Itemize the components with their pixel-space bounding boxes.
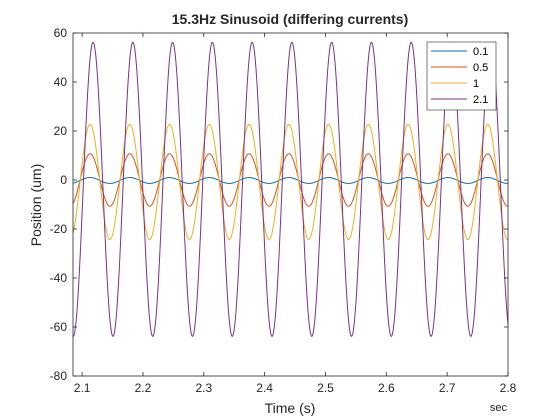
y-tick-label: 60 — [54, 26, 68, 40]
chart-title: 15.3Hz Sinusoid (differing currents) — [172, 11, 408, 27]
x-tick-label: 2.2 — [135, 381, 152, 395]
y-tick-label: -40 — [50, 271, 68, 285]
y-tick-label: 20 — [54, 124, 68, 138]
x-axis-unit-label: sec — [490, 402, 508, 414]
y-tick-label: 40 — [54, 75, 68, 89]
y-tick-label: -20 — [50, 222, 68, 236]
x-axis-label: Time (s) — [265, 400, 316, 416]
x-tick-label: 2.3 — [195, 381, 212, 395]
y-tick-label: -80 — [50, 369, 68, 383]
y-tick-label: 0 — [60, 173, 67, 187]
legend: 0.1 0.5 1 2.1 — [427, 42, 496, 110]
y-axis-label: Position (um) — [28, 164, 44, 246]
legend-entry-label: 1 — [473, 78, 479, 90]
legend-entry-label: 0.1 — [473, 46, 488, 58]
y-tick-label: -60 — [50, 320, 68, 334]
x-tick-label: 2.6 — [378, 381, 395, 395]
x-tick-label: 2.7 — [439, 381, 456, 395]
x-tick-label: 2.1 — [74, 381, 91, 395]
legend-entry-label: 2.1 — [473, 94, 488, 106]
x-tick-label: 2.5 — [317, 381, 334, 395]
x-tick-label: 2.8 — [500, 381, 517, 395]
legend-entry-label: 0.5 — [473, 62, 488, 74]
x-tick-label: 2.4 — [256, 381, 273, 395]
